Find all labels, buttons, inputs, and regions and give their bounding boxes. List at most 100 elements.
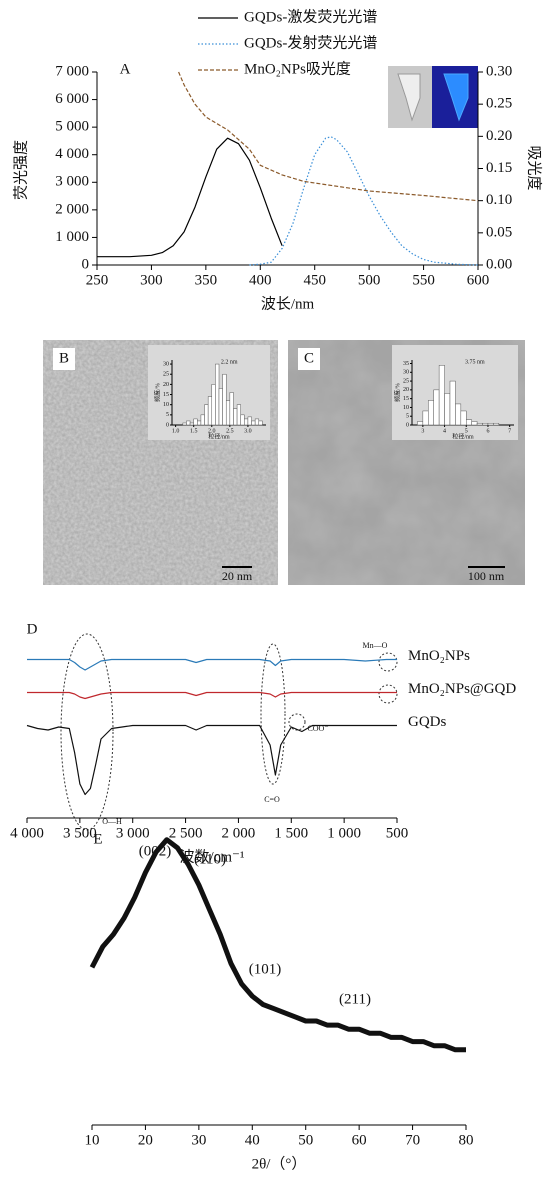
inset-title: 3.75 nm — [465, 359, 485, 365]
x-tick-label: 1 500 — [274, 825, 308, 841]
panel-label: D — [27, 621, 38, 637]
bar — [236, 404, 241, 426]
y2-tick-label: 0.10 — [486, 192, 512, 208]
bar — [229, 392, 234, 426]
annotation: (101) — [249, 961, 282, 977]
bar — [460, 410, 467, 426]
legend-label: GQDs-发射荧光光谱 — [244, 34, 377, 51]
bar — [189, 422, 194, 426]
x-tick-label: 400 — [249, 272, 272, 288]
bar — [211, 384, 216, 426]
legend-label: GQDs-激发荧光光谱 — [244, 8, 377, 25]
y-tick-label: 5 000 — [55, 119, 89, 135]
y2-tick-label: 0.05 — [486, 224, 512, 240]
x-tick-label: 500 — [386, 825, 409, 841]
y-tick-label: 4 000 — [55, 146, 89, 162]
y2-tick-label: 0.15 — [486, 160, 512, 176]
x-tick-label: 500 — [358, 272, 381, 288]
y2-axis-label: 吸光度 — [526, 145, 543, 190]
legend-label: MnO₂NPs吸光度 — [244, 60, 351, 77]
x-tick-label: 40 — [245, 1132, 260, 1148]
data-line — [26, 724, 397, 796]
y-tick-label: 15 — [163, 392, 169, 398]
y-axis-label: 荧光强度 — [12, 140, 29, 200]
series-label: GQDs — [408, 714, 446, 730]
data-line — [27, 691, 397, 700]
data-line — [27, 658, 397, 671]
bar — [258, 420, 263, 426]
y-tick-label: 6 000 — [55, 91, 89, 107]
bar — [244, 418, 249, 426]
x-tick-label: 1 000 — [327, 825, 361, 841]
y-tick-label: 25 — [403, 378, 409, 384]
inset-title: 2.2 nm — [221, 359, 238, 365]
bar — [197, 420, 202, 426]
bar — [254, 418, 260, 426]
annotation: O—H — [102, 817, 122, 826]
x-tick-label: 300 — [140, 272, 163, 288]
bar — [215, 363, 220, 426]
label-box — [53, 348, 75, 370]
bar — [444, 393, 451, 426]
x-tick-label: 3 000 — [116, 825, 150, 841]
bar — [417, 421, 424, 426]
x-tick-label: 600 — [467, 272, 490, 288]
y2-tick-label: 0.20 — [486, 128, 512, 144]
bar — [428, 400, 434, 426]
x-tick-label: 3.0 — [244, 428, 252, 434]
y-tick-label: 7 000 — [55, 63, 89, 79]
x-tick-label: 4 — [443, 428, 446, 434]
x-axis-label: 波长/nm — [261, 295, 315, 312]
x-tick-label: 2.0 — [208, 428, 216, 434]
annotation: (211) — [339, 991, 371, 1007]
y2-tick-label: 0.00 — [486, 256, 512, 272]
bar — [449, 380, 456, 426]
bar — [186, 420, 191, 426]
y-tick-label: 10 — [403, 405, 409, 411]
bar — [225, 400, 231, 426]
x-tick-label: 350 — [195, 272, 218, 288]
x-tick-label: 2.5 — [226, 428, 234, 434]
bar — [218, 388, 223, 426]
bar — [247, 416, 252, 426]
bar — [204, 404, 209, 426]
y-tick-label: 0 — [82, 256, 90, 272]
bar — [471, 421, 478, 426]
annotation: C=O — [264, 795, 280, 804]
bar — [487, 422, 494, 426]
x-tick-label: 1.5 — [190, 428, 198, 434]
bar — [233, 408, 238, 426]
y-tick-label: 20 — [163, 382, 169, 388]
x-tick-label: 80 — [459, 1132, 474, 1148]
y-tick-label: 15 — [403, 396, 409, 402]
bar — [433, 389, 440, 426]
bar — [493, 422, 500, 426]
panel-label: C — [304, 350, 314, 366]
highlight — [378, 684, 398, 704]
y-tick-label: 5 — [406, 414, 409, 420]
bar — [482, 422, 489, 426]
x-tick-label: 50 — [298, 1132, 313, 1148]
data-line — [97, 137, 283, 258]
y2-tick-label: 0.30 — [486, 63, 512, 79]
x-tick-label: 450 — [303, 272, 326, 288]
y-tick-label: 35 — [403, 361, 409, 367]
y2-tick-label: 0.25 — [486, 96, 512, 112]
bar — [251, 420, 256, 426]
vial — [397, 73, 421, 122]
x-tick-label: 70 — [405, 1132, 420, 1148]
y-axis-label: 频度/% — [393, 383, 401, 402]
vial — [443, 73, 469, 122]
y-tick-label: 2 000 — [55, 201, 89, 217]
x-tick-label: 2 000 — [222, 825, 256, 841]
y-tick-label: 30 — [403, 370, 409, 376]
highlight — [378, 652, 398, 672]
x-tick-label: 7 — [508, 428, 511, 434]
data-line — [89, 837, 466, 1053]
bar — [240, 414, 245, 426]
bar — [422, 410, 429, 426]
x-axis-label: 粒径/nm — [208, 432, 230, 440]
series-label: MnO₂NPs@GQD — [408, 681, 516, 697]
